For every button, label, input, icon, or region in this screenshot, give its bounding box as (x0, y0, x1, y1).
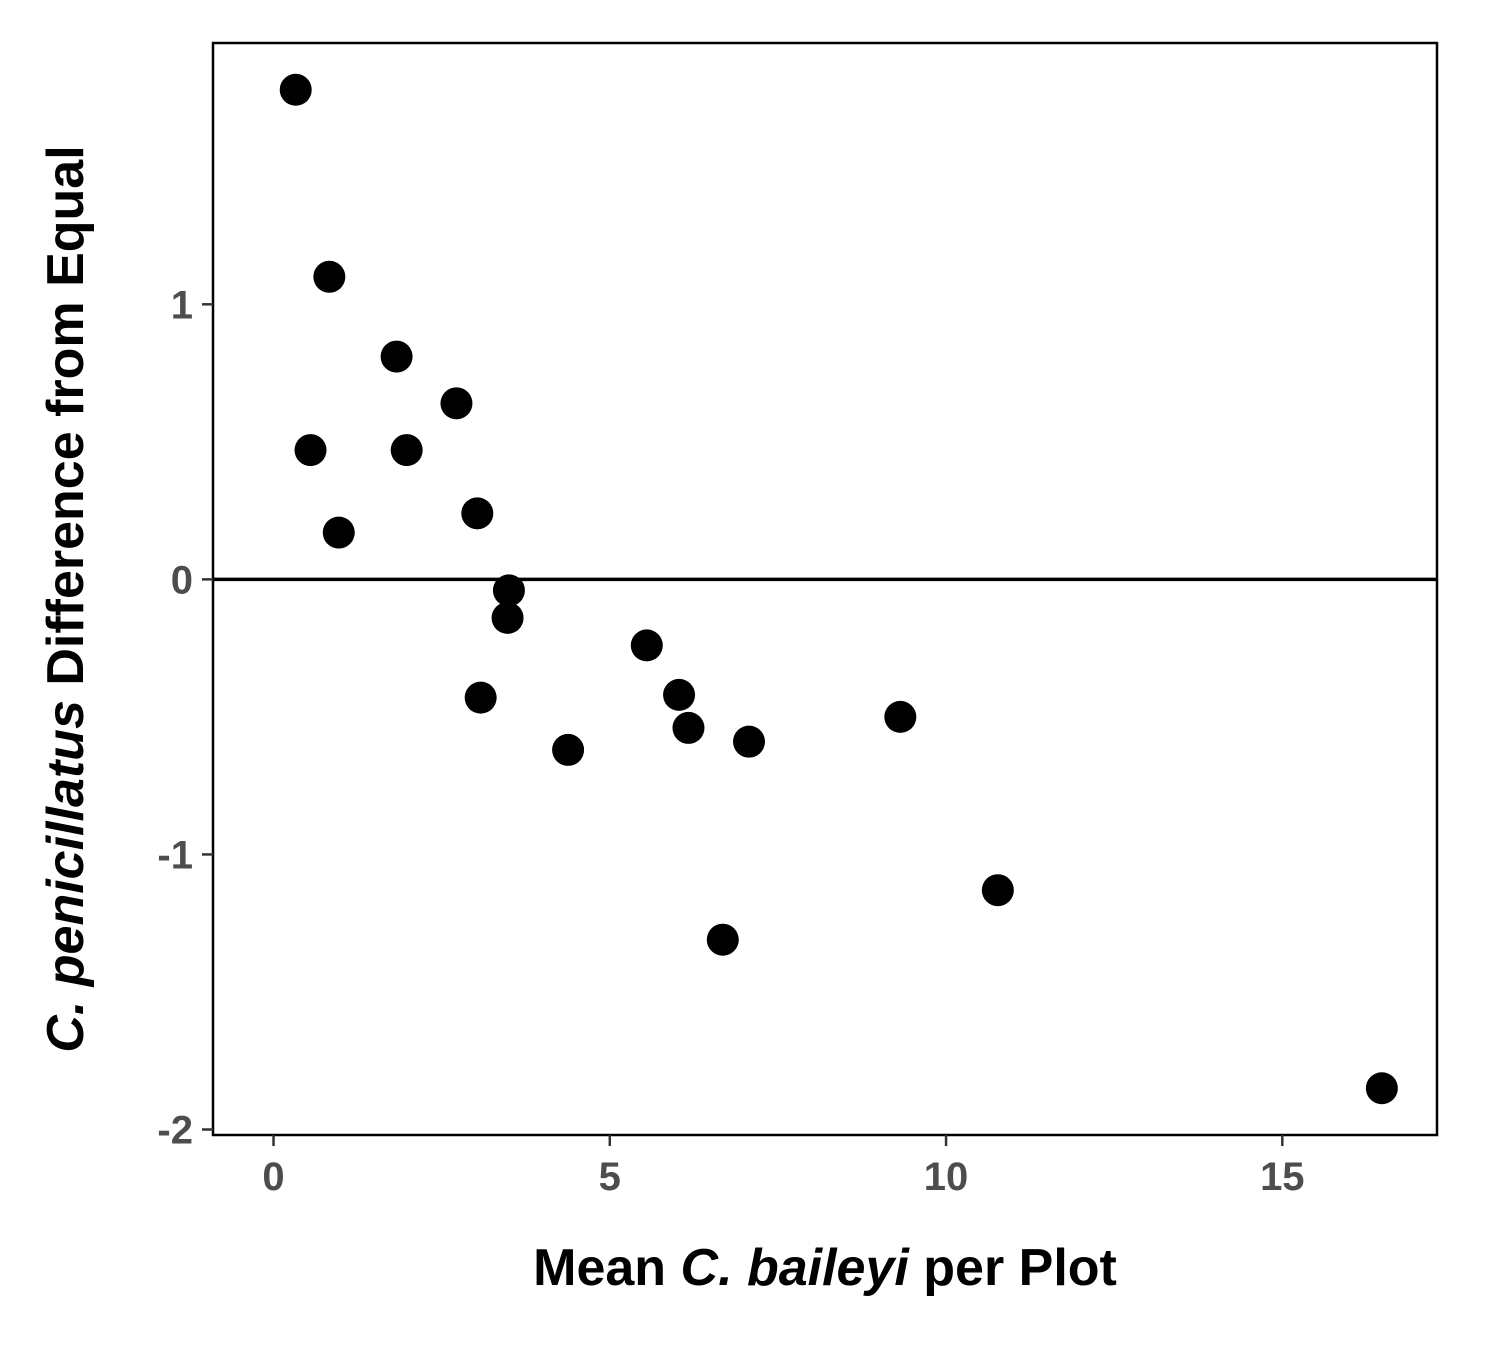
data-point-17 (706, 923, 739, 956)
data-point-10 (491, 601, 524, 634)
axis-title-part-3: per Plot (909, 1239, 1117, 1297)
data-point-5 (380, 340, 413, 373)
data-point-1 (279, 73, 312, 106)
y-tick-label: -1 (157, 833, 193, 877)
x-tick-label: 0 (262, 1155, 284, 1199)
y-tick-label: 1 (171, 283, 193, 327)
y-axis: -2 -1 0 1 (157, 283, 213, 1152)
points-layer (279, 73, 1398, 1105)
x-tick-label: 5 (599, 1155, 621, 1199)
data-point-16 (733, 725, 766, 758)
data-point-12 (552, 733, 585, 766)
data-point-7 (440, 387, 473, 420)
y-tick-label: -2 (157, 1108, 193, 1152)
axis-title-part-1: Mean (533, 1239, 680, 1297)
data-point-9 (492, 574, 525, 607)
plot-panel-border (211, 41, 1439, 1137)
y-axis-title: C. penicillatus Difference from Equal (37, 145, 95, 1052)
data-point-6 (390, 434, 423, 467)
x-axis: 0 5 10 15 (262, 1135, 1305, 1199)
data-point-20 (1365, 1072, 1398, 1105)
y-tick-label: 0 (171, 558, 193, 602)
data-point-11 (464, 681, 497, 714)
data-point-4 (322, 516, 355, 549)
data-point-3 (294, 434, 327, 467)
data-point-13 (630, 629, 663, 662)
data-point-14 (663, 678, 696, 711)
axis-title-part-2: C. baileyi (681, 1239, 911, 1297)
axis-title-part-1: C. penicillatus (37, 700, 95, 1053)
data-point-19 (981, 874, 1014, 907)
x-tick-label: 15 (1260, 1155, 1305, 1199)
data-point-2 (313, 260, 346, 293)
x-tick-label: 10 (924, 1155, 969, 1199)
x-axis-title: Mean C. baileyi per Plot (533, 1239, 1117, 1297)
axis-title-part-2: Difference from Equal (37, 145, 95, 700)
data-point-8 (461, 497, 494, 530)
data-point-18 (884, 700, 917, 733)
data-point-15 (672, 711, 705, 744)
